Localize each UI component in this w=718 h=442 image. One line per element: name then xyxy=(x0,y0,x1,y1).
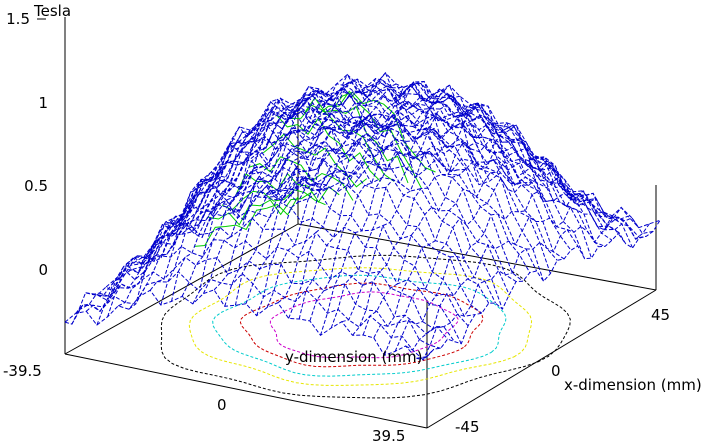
surface-line-y xyxy=(188,94,551,274)
surface-line-x xyxy=(160,90,394,306)
surface-line-x xyxy=(75,175,310,314)
surface-line-y xyxy=(283,142,647,240)
surface-mesh xyxy=(64,71,661,361)
surface-line-y xyxy=(105,182,469,327)
surface-line-y xyxy=(140,126,503,310)
surface-line-y xyxy=(249,88,613,241)
surface-line-y xyxy=(160,108,524,282)
surface-line-x xyxy=(202,73,437,294)
surface-line-x xyxy=(416,223,650,361)
contour-lines xyxy=(160,254,571,399)
surface-line-y xyxy=(99,201,462,344)
contour-line xyxy=(188,267,533,386)
surface-line-y xyxy=(146,114,510,296)
back-edge-right xyxy=(297,223,657,291)
contour-line xyxy=(269,291,459,359)
surface-line-y xyxy=(229,78,592,259)
surface-line-y xyxy=(181,96,544,282)
surface-underside-line xyxy=(290,104,395,182)
surface-line-y xyxy=(208,73,572,251)
surface-line-x xyxy=(362,145,597,336)
surface-line-y xyxy=(126,136,490,304)
surface-line-x xyxy=(394,190,629,352)
y-tick-neg: -39.5 xyxy=(3,362,42,380)
surface-line-y xyxy=(263,110,627,244)
contour-line xyxy=(160,254,571,399)
surface-line-y xyxy=(78,256,441,349)
surface-line-y xyxy=(270,118,634,249)
axis-y-front xyxy=(64,353,428,429)
surface-underside-line xyxy=(249,156,354,201)
surface-line-y xyxy=(92,217,455,342)
z-tick-1.5: 1.5 xyxy=(6,10,30,28)
surface-line-y xyxy=(112,166,476,317)
y-tick-zero: 0 xyxy=(217,396,227,414)
surface-line-y xyxy=(133,126,496,304)
surface-underside-line xyxy=(194,196,299,247)
surface-underside-line xyxy=(221,189,326,211)
surface-line-y xyxy=(167,99,531,273)
surface-line-y xyxy=(85,239,448,340)
surface-underside-line xyxy=(303,97,409,184)
surface-line-y xyxy=(277,127,640,238)
x-tick-zero: 0 xyxy=(551,362,561,380)
x-tick-neg: -45 xyxy=(455,418,480,436)
surface-line-x xyxy=(373,160,608,339)
contour-line xyxy=(212,274,507,377)
back-edge-left xyxy=(64,223,299,355)
surface-line-y xyxy=(297,158,661,229)
surface-line-x xyxy=(128,130,362,310)
surface-line-y xyxy=(71,270,435,361)
surface-underside-line xyxy=(276,115,381,182)
y-axis-label: y-dimension (mm) xyxy=(285,348,422,366)
surface-line-y xyxy=(174,101,538,272)
surface-line-x xyxy=(426,220,661,358)
surface-line-y xyxy=(242,80,606,247)
y-tick-pos: 39.5 xyxy=(372,427,405,442)
surface-line-x xyxy=(64,183,299,325)
surface-line-y xyxy=(153,110,517,282)
surface-line-y xyxy=(290,150,654,235)
z-tick-0: 0 xyxy=(38,261,48,279)
surface-line-x xyxy=(245,80,480,304)
axis-x-front xyxy=(426,289,657,429)
z-tick-1: 1 xyxy=(38,94,48,112)
surface-line-x xyxy=(192,78,427,305)
x-axis-label: x-dimension (mm) xyxy=(564,376,702,394)
x-tick-pos: 45 xyxy=(651,306,670,324)
surface-line-y xyxy=(194,87,558,261)
surface-line-y xyxy=(215,78,579,247)
z-tick-0.5: 0.5 xyxy=(24,177,48,195)
z-axis-label: Tesla xyxy=(33,2,71,20)
surface-line-y xyxy=(64,289,428,359)
